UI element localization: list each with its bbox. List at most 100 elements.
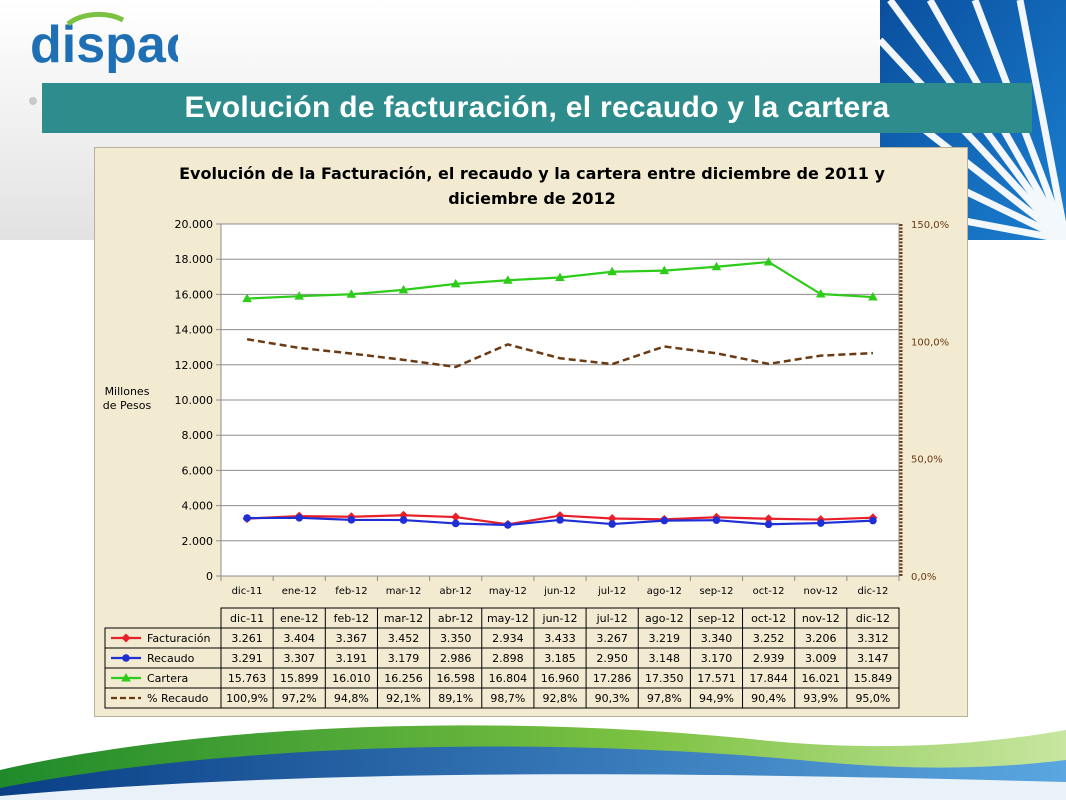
y-axis-label-line1: Millones — [105, 385, 150, 398]
table-header-cell: ene-12 — [280, 612, 318, 625]
table-value-cell: 100,9% — [226, 692, 268, 705]
legend-key-marker — [121, 633, 131, 643]
data-point — [764, 514, 774, 524]
data-point — [346, 289, 357, 298]
slide-footer-swoosh — [0, 725, 1066, 800]
table-row — [104, 687, 900, 709]
data-point — [295, 513, 304, 522]
x-tick-label: dic-11 — [232, 586, 263, 597]
y-tick-label: 4.000 — [182, 500, 214, 513]
table-value-cell: 3.291 — [231, 652, 262, 665]
table-value-cell: 3.170 — [701, 652, 733, 665]
table-value-cell: 3.452 — [388, 632, 420, 645]
legend-key-marker — [122, 654, 130, 662]
table-value-cell: 17.844 — [749, 672, 788, 685]
table-value-cell: 3.191 — [336, 652, 368, 665]
bullet-dot — [29, 97, 37, 105]
table-value-cell: 89,1% — [438, 692, 473, 705]
table-value-cell: 3.147 — [857, 652, 889, 665]
data-point — [399, 516, 408, 524]
table-value-cell: 3.252 — [753, 632, 785, 645]
y-tick-label: 8.000 — [182, 429, 214, 442]
table-value-cell: 3.312 — [857, 632, 889, 645]
data-point — [815, 289, 826, 298]
y-axis-label-line2: de Pesos — [103, 399, 152, 412]
table-header-cell: oct-12 — [751, 612, 786, 625]
x-tick-label: jul-12 — [597, 586, 626, 597]
y-tick-label: 18.000 — [175, 253, 214, 266]
y-tick-label: 6.000 — [182, 464, 214, 477]
legend-entry: Facturación — [147, 632, 210, 645]
table-value-cell: 17.286 — [593, 672, 632, 685]
table-value-cell: 16.804 — [489, 672, 528, 685]
table-value-cell: 3.404 — [283, 632, 315, 645]
x-tick-label: ene-12 — [282, 586, 317, 597]
data-point — [607, 514, 617, 524]
y2-tick-label: 0,0% — [911, 572, 936, 583]
table-value-cell: 95,0% — [855, 692, 890, 705]
table-value-cell: 2.898 — [492, 652, 524, 665]
data-point — [503, 275, 513, 284]
table-value-cell: 3.185 — [544, 652, 576, 665]
chart-panel: Evolución de la Facturación, el recaudo … — [94, 147, 968, 717]
table-value-cell: 94,8% — [334, 692, 369, 705]
table-value-cell: 16.598 — [436, 672, 475, 685]
table-value-cell: 3.148 — [649, 652, 681, 665]
table-value-cell: 93,9% — [803, 692, 838, 705]
y-tick-label: 16.000 — [175, 288, 214, 301]
y-tick-label: 2.000 — [182, 535, 214, 548]
data-point — [764, 520, 773, 529]
y-tick-label: 0 — [206, 570, 213, 583]
y-tick-label: 20.000 — [175, 218, 214, 231]
data-point — [763, 256, 774, 266]
table-value-cell: 17.350 — [645, 672, 684, 685]
data-point — [711, 261, 722, 271]
data-point — [608, 520, 616, 528]
table-value-cell: 2.934 — [492, 632, 524, 645]
table-value-cell: 92,8% — [543, 692, 578, 705]
table-value-cell: 2.950 — [596, 652, 628, 665]
data-point — [556, 516, 564, 524]
table-value-cell: 3.219 — [649, 632, 681, 645]
data-point — [660, 516, 669, 525]
table-value-cell: 15.763 — [228, 672, 266, 685]
table-value-cell: 3.179 — [388, 652, 420, 665]
legend-key-marker — [121, 673, 131, 682]
table-value-cell: 97,2% — [282, 692, 317, 705]
data-point — [451, 519, 460, 528]
table-header-cell: mar-12 — [384, 612, 423, 625]
data-point — [659, 265, 670, 275]
table-value-cell: 16.256 — [384, 672, 423, 685]
x-tick-label: feb-12 — [335, 586, 367, 597]
x-tick-label: abr-12 — [440, 586, 472, 597]
slide-title: Evolución de facturación, el recaudo y l… — [42, 83, 1032, 133]
data-point — [242, 293, 252, 303]
legend-entry: % Recaudo — [147, 692, 209, 705]
table-value-cell: 92,1% — [386, 692, 421, 705]
data-point — [294, 291, 305, 300]
table-value-cell: 90,4% — [751, 692, 786, 705]
chart-title-line1: Evolución de la Facturación, el recaudo … — [179, 164, 885, 183]
table-value-cell: 16.960 — [541, 672, 580, 685]
x-tick-label: may-12 — [489, 586, 527, 597]
x-tick-label: oct-12 — [753, 586, 785, 597]
data-point — [868, 292, 878, 301]
y-tick-label: 12.000 — [175, 359, 214, 372]
table-value-cell: 16.010 — [332, 672, 371, 685]
data-point — [398, 284, 409, 294]
x-tick-label: ago-12 — [647, 586, 682, 597]
y2-tick-label: 100,0% — [911, 337, 949, 348]
table-value-cell: 3.206 — [805, 632, 837, 645]
table-value-cell: 3.261 — [231, 632, 262, 645]
table-header-cell: abr-12 — [438, 612, 474, 625]
series-line--recaudo — [246, 337, 873, 369]
table-header-cell: jun-12 — [542, 612, 578, 625]
table-value-cell: 17.571 — [697, 672, 736, 685]
table-header-cell: nov-12 — [802, 612, 840, 625]
dispac-logo: dispac — [30, 12, 178, 74]
x-tick-label: mar-12 — [386, 586, 422, 597]
table-value-cell: 3.307 — [283, 652, 315, 665]
table-value-cell: 90,3% — [595, 692, 630, 705]
table-header-cell: feb-12 — [334, 612, 370, 625]
table-header-cell: sep-12 — [698, 612, 735, 625]
